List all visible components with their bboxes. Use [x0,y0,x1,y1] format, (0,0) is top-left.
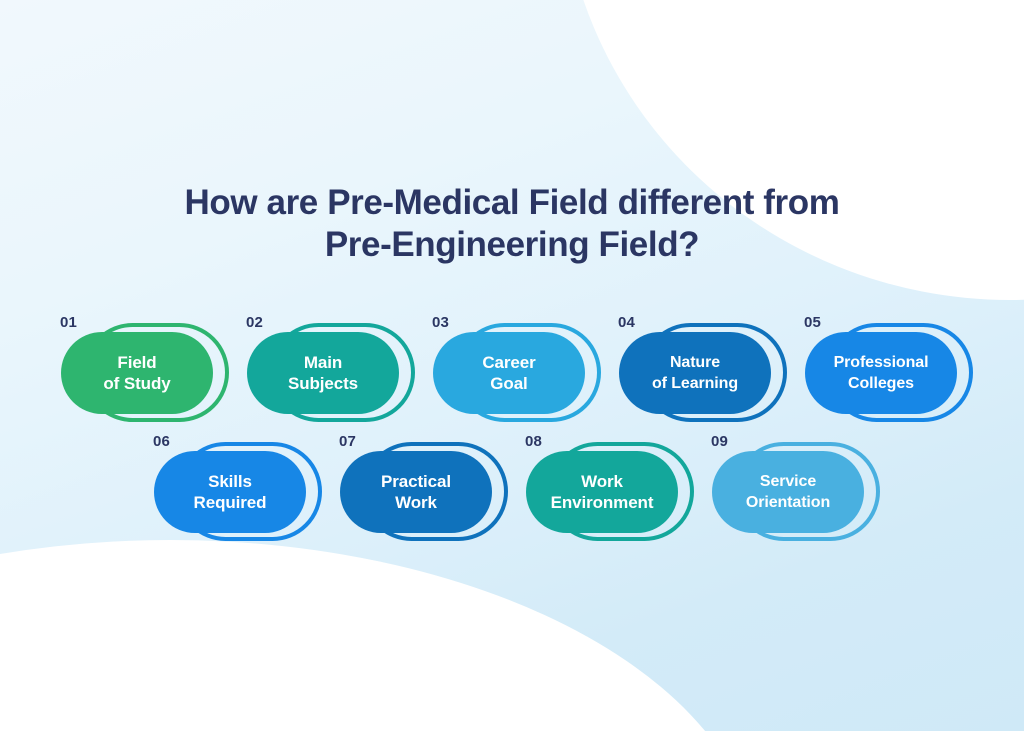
page-title-line-2: Pre-Engineering Field? [324,225,700,264]
pill-label-01: Field of Study [103,353,171,393]
pill-label-02: Main Subjects [287,353,359,393]
decorative-blob-bottom-left [0,540,760,731]
pill-number-07: 07 [339,433,357,450]
pill-06[interactable]: Skills Required 06 [144,433,322,549]
pill-05[interactable]: Professional Colleges 05 [795,314,973,430]
pill-body-08[interactable]: Work Environment [526,451,678,533]
pill-03[interactable]: Career Goal 03 [423,314,601,430]
pill-label-03: Career Goal [482,353,536,393]
pill-row-2: Skills Required 06 Practical Work 07 Work En… [0,433,1024,549]
pill-body-07[interactable]: Practical Work [340,451,492,533]
pill-08[interactable]: Work Environment 08 [516,433,694,549]
pill-label-08: Work Environment [550,472,654,512]
pill-number-09: 09 [711,433,729,450]
pill-body-03[interactable]: Career Goal [433,332,585,414]
pill-label-06: Skills Required [193,472,267,512]
pill-body-04[interactable]: Nature of Learning [619,332,771,414]
pill-07[interactable]: Practical Work 07 [330,433,508,549]
pill-number-02: 02 [246,314,264,331]
page-title-line-1: How are Pre-Medical Field different from [184,183,840,222]
pill-body-06[interactable]: Skills Required [154,451,306,533]
pill-body-02[interactable]: Main Subjects [247,332,399,414]
pill-row-1: Field of Study 01 Main Subjects 02 Career Go… [0,314,1024,430]
pill-number-01: 01 [60,314,78,331]
pill-02[interactable]: Main Subjects 02 [237,314,415,430]
pill-04[interactable]: Nature of Learning 04 [609,314,787,430]
pill-label-07: Practical Work [381,472,451,512]
pill-body-01[interactable]: Field of Study [61,332,213,414]
pill-number-04: 04 [618,314,636,331]
pill-number-06: 06 [153,433,171,450]
pill-body-05[interactable]: Professional Colleges [805,332,957,414]
page-title: How are Pre-Medical Field different from… [0,182,1024,266]
pill-01[interactable]: Field of Study 01 [51,314,229,430]
pill-number-03: 03 [432,314,450,331]
pill-label-05: Professional Colleges [833,354,929,392]
pill-09[interactable]: Service Orientation 09 [702,433,880,549]
pill-number-08: 08 [525,433,543,450]
pill-number-05: 05 [804,314,822,331]
pill-body-09[interactable]: Service Orientation [712,451,864,533]
pill-label-09: Service Orientation [745,473,831,511]
pill-label-04: Nature of Learning [651,354,738,392]
